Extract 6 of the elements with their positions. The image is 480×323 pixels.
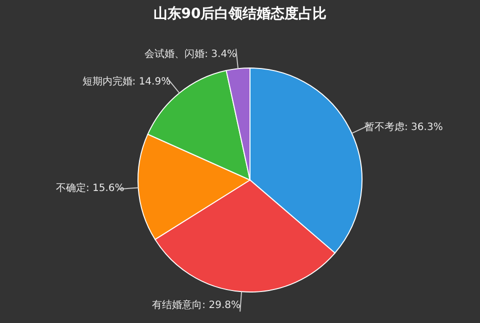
slice-label: 短期内完婚: 14.9% [82, 76, 171, 88]
chart-title: 山东90后白领结婚态度占比 [153, 5, 327, 22]
slice-label: 不确定: 15.6% [56, 182, 124, 194]
slice-label: 有结婚意向: 29.8% [152, 299, 241, 312]
slice-label: 暂不考虑: 36.3% [364, 120, 443, 133]
slice-label: 会试婚、闪婚: 3.4% [144, 48, 237, 60]
